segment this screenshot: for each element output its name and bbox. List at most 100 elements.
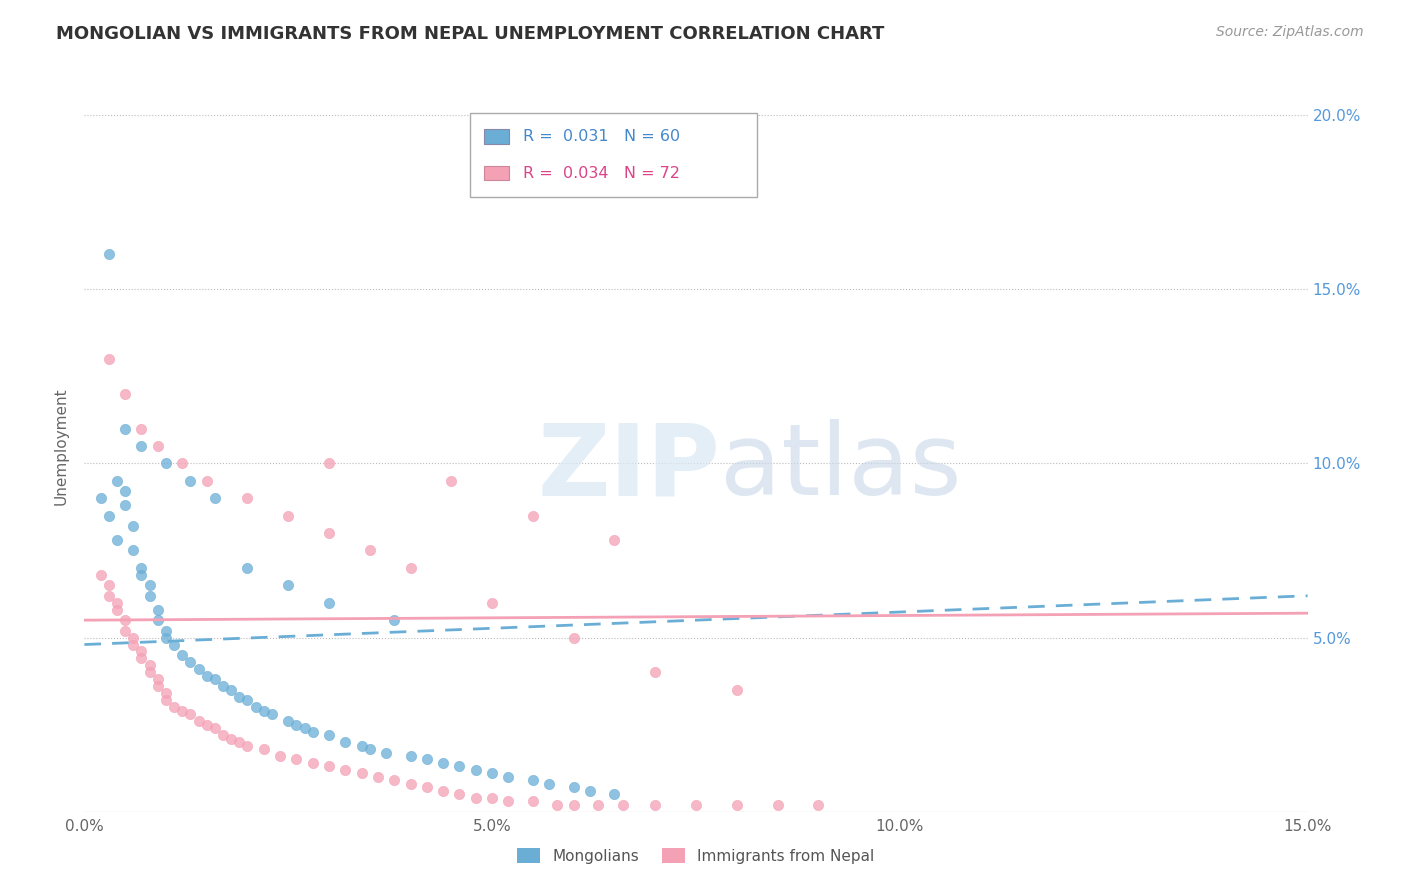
Point: [318, 596, 340, 610]
Point: [449, 787, 471, 801]
Point: [97, 589, 120, 603]
Point: [498, 794, 520, 808]
Point: [212, 679, 235, 693]
Point: [146, 603, 169, 617]
Point: [131, 561, 153, 575]
Point: [301, 724, 323, 739]
Point: [228, 735, 250, 749]
Point: [294, 721, 316, 735]
Point: [97, 351, 120, 366]
Text: ZIP: ZIP: [537, 419, 720, 516]
Y-axis label: Unemployment: Unemployment: [53, 387, 69, 505]
Point: [105, 474, 128, 488]
Point: [498, 770, 520, 784]
Point: [318, 457, 340, 471]
Point: [449, 759, 471, 773]
Point: [464, 790, 486, 805]
Point: [269, 749, 291, 764]
Text: MONGOLIAN VS IMMIGRANTS FROM NEPAL UNEMPLOYMENT CORRELATION CHART: MONGOLIAN VS IMMIGRANTS FROM NEPAL UNEMP…: [56, 25, 884, 43]
Point: [138, 658, 160, 673]
Legend: Mongolians, Immigrants from Nepal: Mongolians, Immigrants from Nepal: [512, 842, 880, 870]
Point: [219, 682, 242, 697]
Point: [146, 679, 169, 693]
Point: [131, 439, 153, 453]
Point: [155, 693, 177, 707]
Point: [318, 526, 340, 541]
Point: [97, 247, 120, 261]
Point: [260, 707, 283, 722]
Point: [146, 439, 169, 453]
Point: [105, 603, 128, 617]
Point: [335, 735, 357, 749]
Text: R =  0.031   N = 60: R = 0.031 N = 60: [523, 129, 681, 145]
Point: [350, 739, 373, 753]
Point: [155, 686, 177, 700]
Point: [114, 484, 136, 499]
FancyBboxPatch shape: [484, 129, 509, 144]
Point: [172, 648, 194, 662]
Point: [204, 491, 226, 506]
Point: [350, 766, 373, 780]
Point: [114, 386, 136, 401]
Point: [359, 742, 381, 756]
Point: [114, 624, 136, 638]
Point: [807, 797, 830, 812]
Point: [277, 578, 299, 592]
Point: [277, 508, 299, 523]
Point: [138, 578, 160, 592]
Point: [644, 665, 666, 680]
Point: [172, 704, 194, 718]
Point: [382, 613, 405, 627]
Point: [603, 787, 626, 801]
Point: [146, 673, 169, 687]
Point: [359, 543, 381, 558]
Point: [432, 756, 454, 770]
Point: [236, 693, 259, 707]
Point: [114, 613, 136, 627]
FancyBboxPatch shape: [470, 113, 758, 197]
Point: [122, 519, 145, 533]
Point: [586, 797, 609, 812]
Point: [114, 421, 136, 435]
Point: [399, 561, 422, 575]
Text: R =  0.034   N = 72: R = 0.034 N = 72: [523, 166, 681, 181]
Point: [766, 797, 789, 812]
Point: [122, 543, 145, 558]
Point: [163, 700, 186, 714]
Point: [538, 777, 561, 791]
Point: [522, 773, 544, 788]
Point: [187, 714, 209, 728]
Point: [725, 682, 748, 697]
Point: [122, 631, 145, 645]
Point: [131, 644, 153, 658]
Point: [155, 631, 177, 645]
Point: [546, 797, 568, 812]
Point: [179, 655, 201, 669]
Point: [105, 596, 128, 610]
Point: [228, 690, 250, 704]
Point: [522, 508, 544, 523]
Point: [90, 567, 112, 582]
Point: [685, 797, 707, 812]
Point: [285, 752, 308, 766]
Point: [172, 457, 194, 471]
Point: [195, 669, 218, 683]
Point: [253, 704, 276, 718]
Point: [195, 717, 218, 731]
Point: [236, 561, 259, 575]
Point: [245, 700, 267, 714]
Point: [212, 728, 235, 742]
Point: [179, 707, 201, 722]
Point: [138, 589, 160, 603]
Point: [725, 797, 748, 812]
Point: [603, 533, 626, 547]
Point: [187, 662, 209, 676]
Point: [367, 770, 389, 784]
Point: [612, 797, 634, 812]
Point: [481, 790, 503, 805]
Point: [382, 773, 405, 788]
Point: [114, 498, 136, 512]
Point: [253, 742, 276, 756]
Point: [277, 714, 299, 728]
Point: [138, 665, 160, 680]
